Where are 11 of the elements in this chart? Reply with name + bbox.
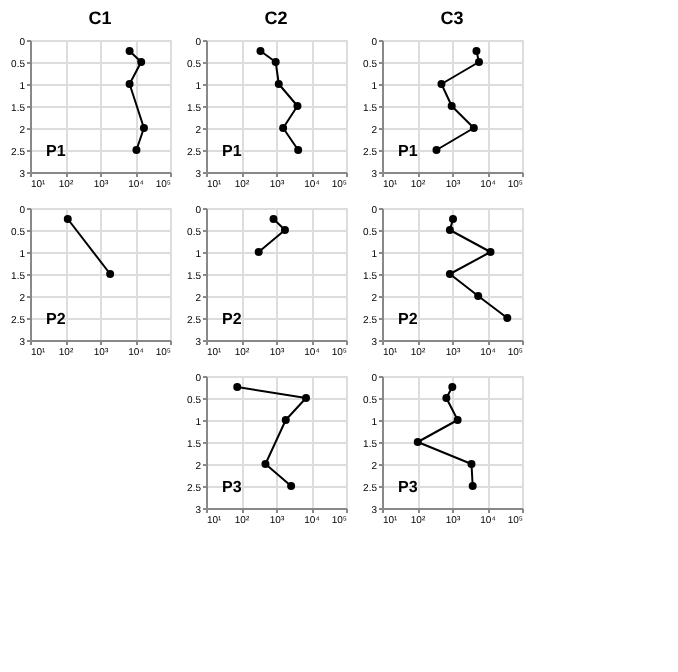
annotation: P1 [222, 142, 243, 160]
chart-title: C2 [264, 8, 288, 28]
annotation: P3 [398, 478, 419, 496]
annotation: P1 [46, 142, 67, 160]
annotation: P3 [222, 478, 243, 496]
chart-title: C3 [440, 8, 464, 28]
chart-title: C1 [88, 8, 112, 28]
annotation: P1 [398, 142, 419, 160]
annotation: P2 [222, 310, 243, 328]
annotation: P2 [398, 310, 419, 328]
annotation: P2 [46, 310, 67, 328]
